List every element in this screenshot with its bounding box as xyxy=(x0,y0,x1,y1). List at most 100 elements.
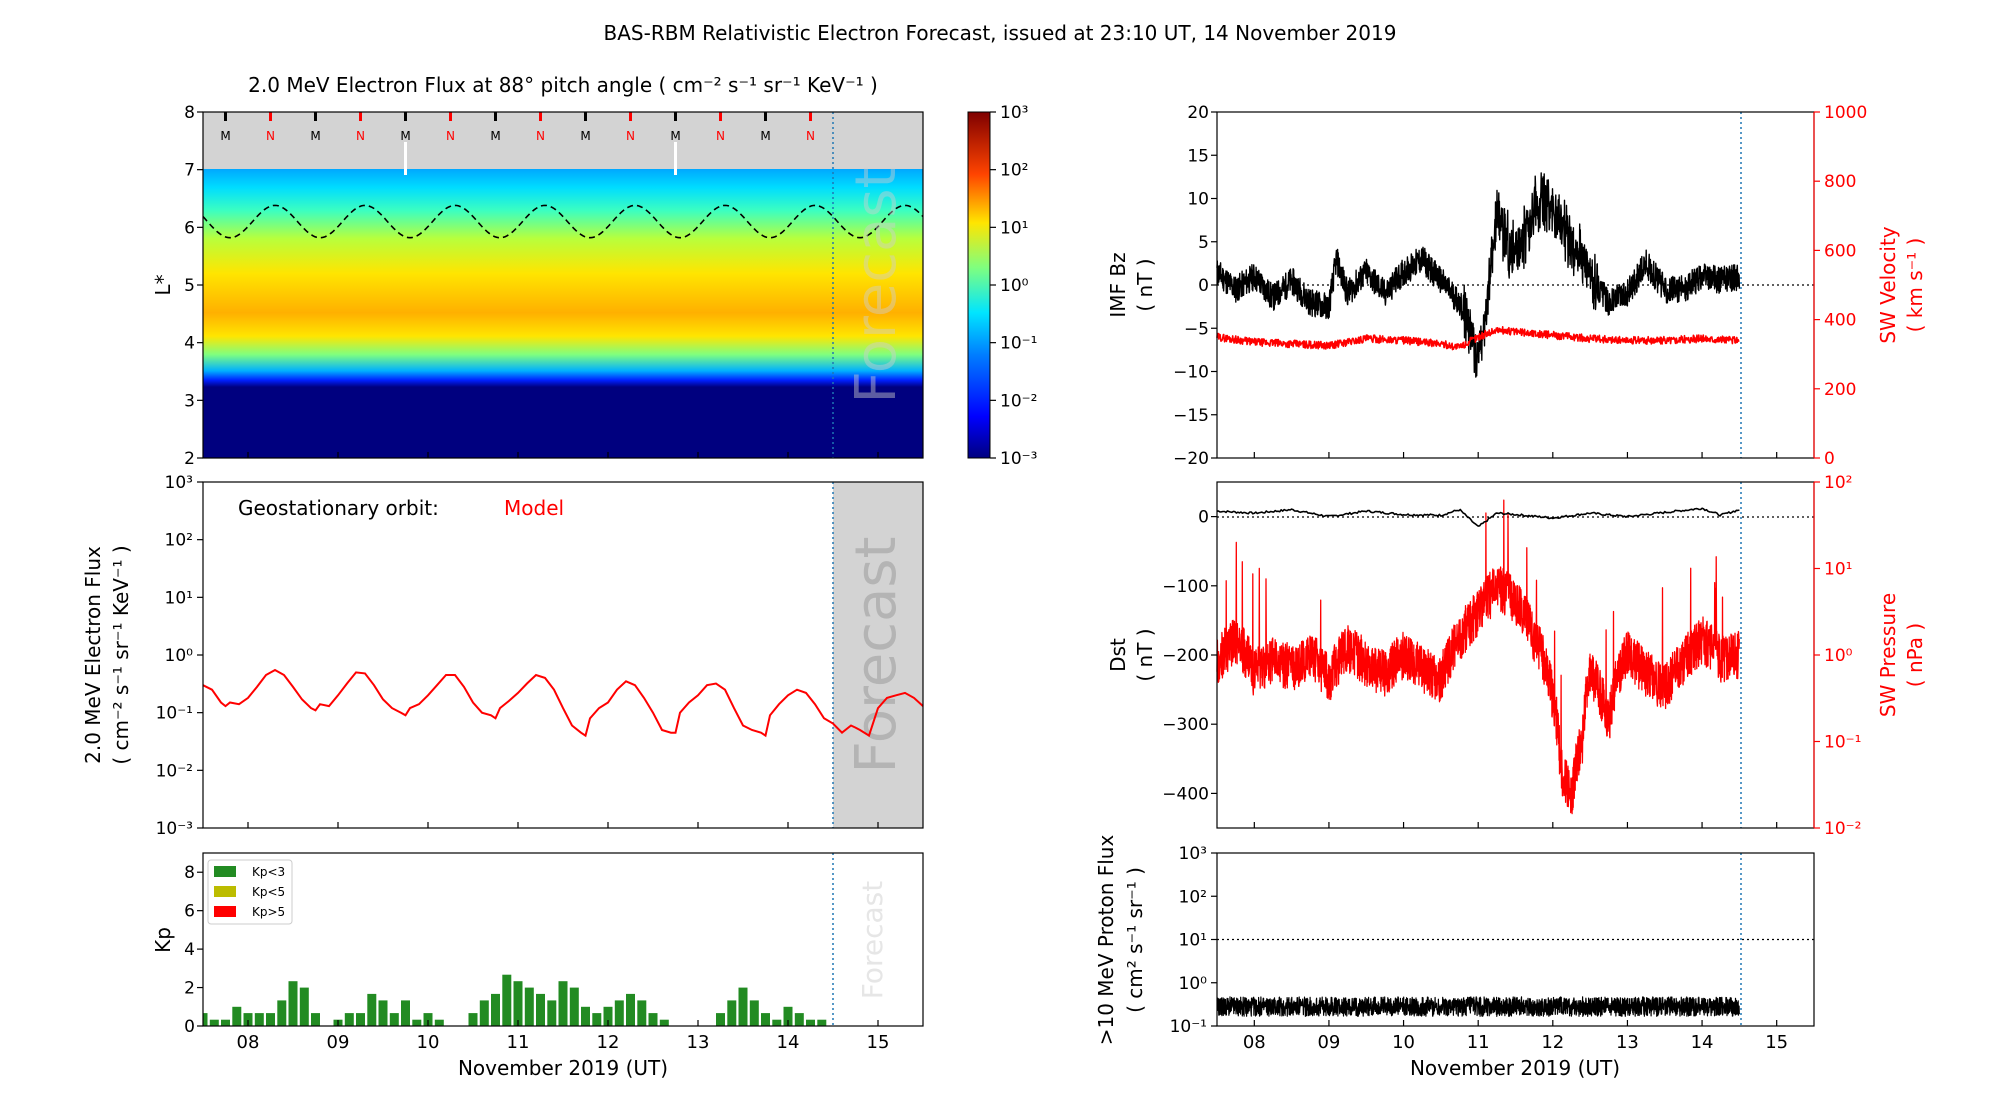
y-tick-label: −400 xyxy=(1162,784,1209,804)
colorbar-gradient xyxy=(967,111,991,459)
y-tick-label: 20 xyxy=(1187,103,1209,123)
y-tick-label: −10 xyxy=(1173,363,1209,383)
magnetopause-line xyxy=(202,204,924,239)
sw-pressure-line xyxy=(1216,499,1740,815)
y-tick-label: −5 xyxy=(1184,319,1209,339)
mlt-label: M xyxy=(310,129,320,143)
spectrogram-upper-grey xyxy=(203,112,923,169)
kp-forecast-label: Forecast xyxy=(856,881,889,1000)
kp-frame xyxy=(202,852,924,1027)
imf-y2-ticks: 0 200 400 600 800 1000 xyxy=(1814,103,1867,469)
kp-bar xyxy=(243,1013,253,1026)
y-tick-label: 6 xyxy=(184,902,195,922)
mlt-label: N xyxy=(806,129,815,143)
y-tick-label: 7 xyxy=(184,161,195,181)
y-tick-label: 10³ xyxy=(165,473,193,493)
y-tick-label: 15 xyxy=(1187,146,1209,166)
kp-bar xyxy=(344,1013,354,1026)
mlt-label: M xyxy=(580,129,590,143)
mlt-label: M xyxy=(400,129,410,143)
kp-bar xyxy=(221,1019,230,1026)
kp-bar xyxy=(626,993,635,1026)
y-tick-label: 0 xyxy=(184,1017,195,1037)
y-tick-label: 3 xyxy=(184,391,195,411)
kp-legend-swatch-red xyxy=(214,906,236,917)
y-tick-label: −20 xyxy=(1173,449,1209,469)
kp-legend-label-3: Kp>5 xyxy=(252,905,285,919)
y-tick-label: 10² xyxy=(1179,887,1207,907)
mlt-label: M xyxy=(490,129,500,143)
x-tick-label: 14 xyxy=(777,1032,800,1053)
x-tick-label: 09 xyxy=(327,1032,350,1053)
kp-bar xyxy=(356,1013,365,1026)
y-tick-label: 10⁰ xyxy=(1179,974,1208,994)
geo-annotation-model: Model xyxy=(504,496,564,520)
kp-bar xyxy=(254,1013,264,1026)
imf-ylabel-line2: ( nT ) xyxy=(1133,258,1157,311)
x-tick-label: 09 xyxy=(1317,1032,1340,1053)
kp-bar xyxy=(806,1019,815,1026)
lstar-forecast-label: Forecast xyxy=(844,167,909,404)
y-tick-label: 0 xyxy=(1198,508,1209,528)
kp-bar xyxy=(648,1013,658,1026)
y-tick-label: 5 xyxy=(184,276,195,296)
kp-bar xyxy=(513,981,523,1026)
kp-xlabel: November 2019 (UT) xyxy=(458,1056,668,1080)
y-tick-label: 10⁻¹ xyxy=(1170,1017,1207,1037)
y-tick-label: 10¹ xyxy=(165,588,193,608)
kp-bar xyxy=(547,1000,557,1026)
y-tick-label: 10 xyxy=(1187,190,1209,210)
geo-frame xyxy=(202,481,924,829)
kp-bar xyxy=(401,1000,410,1026)
kp-x-ticks: 08 09 10 11 12 13 14 15 xyxy=(237,1020,890,1053)
kp-bar xyxy=(761,1013,770,1026)
kp-bar xyxy=(491,993,500,1026)
figure-title: BAS-RBM Relativistic Electron Forecast, … xyxy=(604,21,1397,45)
y-tick-label: 800 xyxy=(1824,172,1856,192)
dst-x-ticks xyxy=(1253,822,1778,828)
kp-bar xyxy=(389,1013,399,1026)
y-tick-label: 200 xyxy=(1824,380,1856,400)
kp-legend-swatch-green xyxy=(214,866,236,877)
kp-bar xyxy=(266,1013,275,1026)
kp-legend-label-1: Kp<3 xyxy=(252,865,285,879)
kp-bar xyxy=(738,987,748,1026)
geo-forecast-label: Forecast xyxy=(844,537,909,774)
y-tick-label: 10¹ xyxy=(1179,931,1207,951)
imf-bz-line xyxy=(1216,172,1741,378)
y-tick-label: 600 xyxy=(1824,241,1856,261)
y-tick-label: 2 xyxy=(184,979,195,999)
kp-bar xyxy=(277,1000,287,1026)
kp-legend: Kp<3 Kp<5 Kp>5 xyxy=(207,859,293,925)
y-tick-label: 5 xyxy=(1198,233,1209,253)
y-tick-label: 6 xyxy=(184,218,195,238)
kp-y-ticks: 0 2 4 6 8 xyxy=(184,863,203,1037)
mlt-label: N xyxy=(626,129,635,143)
y-tick-label: 10⁻¹ xyxy=(156,704,193,724)
imf-y2label-line1: SW Velocity xyxy=(1876,226,1900,343)
y-tick-label: 2 xyxy=(184,449,195,469)
imf-y-ticks: −20 −15 −10 −5 0 5 10 15 20 xyxy=(1173,103,1217,469)
kp-bar xyxy=(536,993,545,1026)
kp-legend-label-2: Kp<5 xyxy=(252,885,285,899)
mlt-label: N xyxy=(446,129,455,143)
dst-y2-ticks: 10⁻² 10⁻¹ 10⁰ 10¹ 10² xyxy=(1814,473,1861,839)
proton-y-ticks: 10⁻¹ 10⁰ 10¹ 10² 10³ xyxy=(1170,844,1217,1037)
x-tick-label: 15 xyxy=(867,1032,890,1053)
x-tick-label: 14 xyxy=(1691,1032,1714,1053)
kp-bar xyxy=(434,1019,444,1026)
kp-bar xyxy=(232,1006,242,1026)
lstar-title: 2.0 MeV Electron Flux at 88° pitch angle… xyxy=(248,73,878,97)
x-tick-label: 13 xyxy=(687,1032,710,1053)
kp-bar xyxy=(817,1019,827,1026)
dst-y2label-line2: ( nPa ) xyxy=(1903,623,1927,687)
imf-frame xyxy=(1216,111,1815,459)
geo-model-line xyxy=(202,668,924,738)
mlt-label: N xyxy=(356,129,365,143)
kp-bar xyxy=(772,1019,782,1026)
geo-y-ticks: 10⁻³ 10⁻² 10⁻¹ 10⁰ 10¹ 10² 10³ xyxy=(156,473,203,839)
dst-y2label-line1: SW Pressure xyxy=(1876,593,1900,717)
lstar-ylabel: L* xyxy=(151,274,175,295)
x-tick-label: 10 xyxy=(1392,1032,1415,1053)
dst-line xyxy=(1216,507,1740,527)
